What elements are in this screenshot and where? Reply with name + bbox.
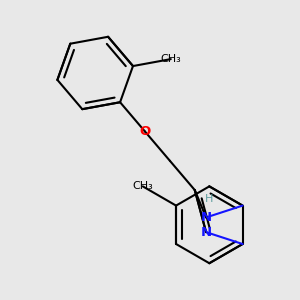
Text: N: N	[200, 211, 211, 224]
Text: CH₃: CH₃	[160, 54, 181, 64]
Text: CH₃: CH₃	[132, 182, 153, 191]
Text: H: H	[205, 194, 213, 204]
Text: O: O	[140, 125, 151, 138]
Text: N: N	[200, 226, 211, 238]
